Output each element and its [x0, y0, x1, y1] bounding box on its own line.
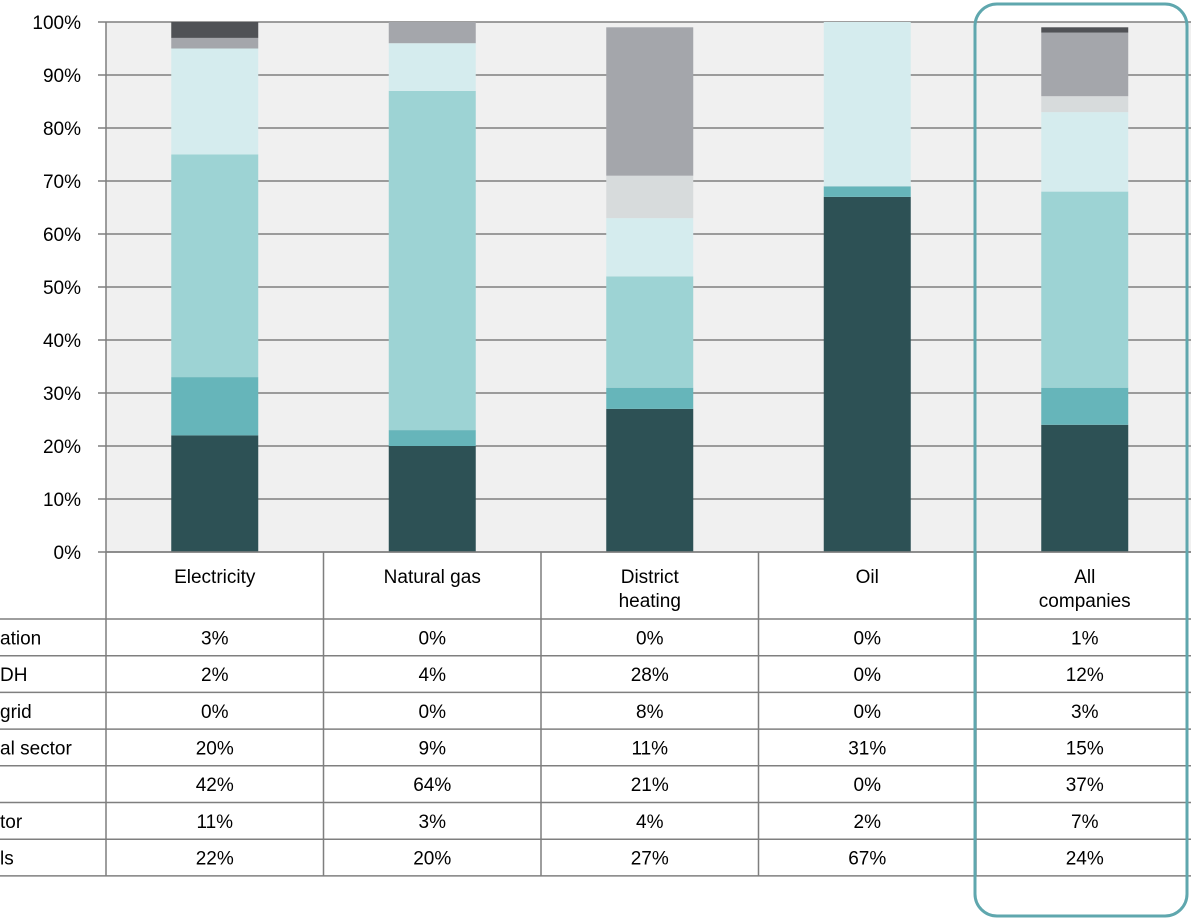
bar-segment-natural-gas-dh [388, 22, 476, 44]
table-cell-value: 3% [1071, 702, 1099, 723]
bar-segment-natural-gas-al-sector [388, 43, 476, 91]
bar-segment-district-heating-dh [606, 27, 694, 176]
y-tick-label: 80% [43, 119, 81, 140]
table-cell-value: 42% [196, 775, 234, 796]
y-tick-label: 30% [43, 384, 81, 405]
y-tick-label: 90% [43, 66, 81, 87]
bar-segment-all-companies-tor [1041, 387, 1129, 425]
row-label: DH [0, 665, 27, 686]
table-cell-value: 9% [419, 738, 447, 759]
table-cell-value: 0% [854, 628, 882, 649]
y-tick-label: 50% [43, 278, 81, 299]
bar-segment-electricity-ation [171, 22, 259, 38]
bar-segment-all-companies-ls [1041, 424, 1129, 552]
bar-segment-oil-al-sector [823, 22, 911, 187]
row-label: ation [0, 628, 41, 649]
table-cell-value: 24% [1066, 849, 1104, 870]
category-label: All companies [1039, 567, 1131, 612]
table-cell-value: 2% [201, 665, 229, 686]
bar-segment-electricity-al-sector [171, 48, 259, 155]
table-cell-value: 67% [848, 849, 886, 870]
row-label: grid [0, 702, 32, 723]
bar-segment-district-heating-tor [606, 387, 694, 409]
bar-segment-district-heating-ls [606, 408, 694, 552]
bar-segment-district-heating-grid [606, 175, 694, 219]
highlight-rounded-frame [973, 2, 1189, 918]
bar-segment-district-heating-al-sector [606, 218, 694, 277]
category-label: Electricity [174, 567, 256, 588]
table-cell-value: 11% [196, 812, 233, 833]
table-cell-value: 7% [1071, 812, 1099, 833]
category-label: Oil [856, 567, 879, 588]
table-cell-value: 15% [1066, 738, 1104, 759]
bar-segment-electricity-tor [171, 377, 259, 436]
table-cell-value: 20% [196, 738, 234, 759]
table-cell-value: 2% [854, 812, 882, 833]
table-cell-value: 3% [201, 628, 229, 649]
bar-segment-all-companies-grid [1041, 96, 1129, 113]
table-cell-value: 0% [419, 702, 447, 723]
y-axis: 0% 10% 20% 30% 40% 50% 60% 70% 80% 90% 100% [32, 13, 107, 564]
category-label: District heating [619, 567, 681, 612]
bar-segment-natural-gas-ls [388, 446, 476, 552]
y-tick-label: 20% [43, 437, 81, 458]
y-tick-label: 70% [43, 172, 81, 193]
row-label: al sector [0, 738, 72, 759]
table-cell-value: 37% [1066, 775, 1104, 796]
bar-segment-oil-ls [823, 196, 911, 552]
table-cell-value: 0% [636, 628, 664, 649]
bar-segment-natural-gas-tor [388, 430, 476, 446]
bar-segment-all-companies-al-sector [1041, 112, 1129, 192]
table-cell-value: 4% [636, 812, 664, 833]
y-tick-label: 10% [43, 490, 81, 511]
y-tick-label: 40% [43, 331, 81, 352]
table-cell-value: 8% [636, 702, 664, 723]
bar-segment-electricity-series-2 [171, 154, 259, 378]
table-cell-value: 21% [631, 775, 669, 796]
bar-segment-all-companies-dh [1041, 32, 1129, 97]
table-cell-value: 0% [854, 702, 882, 723]
bar-segment-electricity-dh [171, 37, 259, 49]
bar-segment-all-companies-series-2 [1041, 191, 1129, 388]
table-cell-value: 0% [854, 775, 882, 796]
row-label: ls [0, 849, 14, 870]
table-cell-value: 11% [631, 738, 668, 759]
table-cell-value: 4% [419, 665, 447, 686]
table-cell-value: 28% [631, 665, 669, 686]
y-tick-label: 100% [32, 13, 81, 34]
table-cell-value: 31% [848, 738, 886, 759]
table-cell-value: 1% [1071, 628, 1099, 649]
table-cell-value: 0% [419, 628, 447, 649]
table-cell-value: 20% [413, 849, 451, 870]
data-table: Electricity Natural gas District heating Oil… [0, 551, 1191, 877]
plot-area [98, 21, 1191, 553]
table-cell-value: 0% [201, 702, 229, 723]
table-cell-value: 0% [854, 665, 882, 686]
bar-segment-oil-tor [823, 186, 911, 197]
y-tick-label: 0% [54, 543, 82, 564]
bar-segment-all-companies-ation [1041, 27, 1129, 33]
bar-segment-electricity-ls [171, 435, 259, 552]
highlight-frame [973, 2, 1189, 918]
table-cell-value: 3% [419, 812, 447, 833]
row-label: tor [0, 812, 23, 833]
category-label: Natural gas [384, 567, 481, 588]
table-cell-value: 64% [413, 775, 451, 796]
y-tick-label: 60% [43, 225, 81, 246]
table-cell-value: 27% [631, 849, 669, 870]
bar-segment-natural-gas-series-2 [388, 90, 476, 431]
bar-segment-district-heating-series-2 [606, 276, 694, 388]
table-cell-value: 22% [196, 849, 234, 870]
table-cell-value: 12% [1066, 665, 1104, 686]
